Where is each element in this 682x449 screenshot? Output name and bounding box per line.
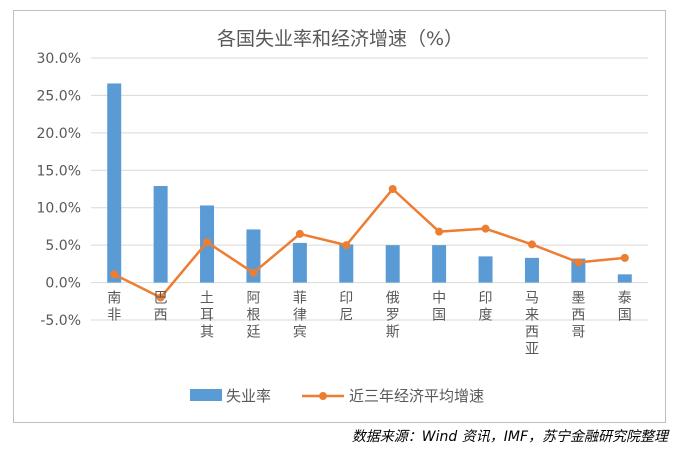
x-category-label: 泰国 bbox=[618, 291, 632, 324]
growth-point bbox=[574, 258, 583, 267]
growth-point bbox=[388, 185, 397, 193]
y-tick-label: -5.0% bbox=[40, 313, 81, 329]
x-category-label: 印尼 bbox=[339, 291, 353, 324]
x-category-label: 中国 bbox=[432, 291, 446, 324]
growth-point bbox=[481, 224, 490, 233]
x-category-label: 俄罗斯 bbox=[386, 291, 400, 341]
x-category-label: 印度 bbox=[479, 291, 493, 324]
bar-unemployment bbox=[571, 258, 586, 283]
y-tick-label: 25.0% bbox=[37, 88, 81, 104]
bar-unemployment bbox=[524, 257, 539, 283]
chart-canvas: 各国失业率和经济增速（%） 30.0% 25.0% 20.0% 15.0% 10.0% 5… bbox=[37, 28, 648, 405]
y-tick-label: 10.0% bbox=[37, 201, 81, 217]
bar-unemployment bbox=[292, 242, 307, 283]
source-note: 数据来源：Wind 资讯，IMF，苏宁金融研究院整理 bbox=[351, 429, 668, 445]
x-category-label: 菲律宾 bbox=[293, 291, 307, 341]
growth-line bbox=[113, 187, 625, 299]
y-tick-label: 5.0% bbox=[45, 238, 81, 254]
x-category-label: 南非 bbox=[107, 291, 121, 324]
bar-unemployment bbox=[432, 245, 447, 283]
growth-point bbox=[156, 293, 165, 302]
y-tick-label: 30.0% bbox=[37, 51, 81, 67]
growth-point bbox=[620, 253, 629, 262]
legend-label-unemployment: 失业率 bbox=[226, 387, 271, 405]
legend-line-marker bbox=[319, 392, 327, 400]
chart-frame: 各国失业率和经济增速（%） 30.0% 25.0% 20.0% 15.0% 10.0% 5… bbox=[13, 10, 666, 423]
y-tick-label: 0.0% bbox=[45, 276, 81, 292]
legend: 失业率 近三年经济平均增速 bbox=[190, 387, 484, 405]
x-category-label: 土耳其 bbox=[200, 291, 214, 341]
y-tick-label: 15.0% bbox=[37, 163, 81, 179]
bar-unemployment bbox=[478, 256, 493, 283]
growth-point bbox=[249, 268, 258, 277]
chart-title: 各国失业率和经济增速（%） bbox=[217, 28, 463, 50]
bar-unemployment bbox=[339, 244, 354, 283]
growth-point bbox=[203, 238, 212, 247]
legend-label-growth: 近三年经济平均增速 bbox=[349, 387, 484, 405]
x-category-label: 阿根廷 bbox=[246, 291, 260, 341]
x-category-label: 马来西亚 bbox=[525, 291, 539, 358]
y-tick-label: 20.0% bbox=[37, 126, 81, 142]
growth-point bbox=[435, 227, 444, 236]
legend-bar-swatch bbox=[190, 389, 222, 401]
x-category-label: 巴西 bbox=[154, 291, 168, 324]
bar-unemployment bbox=[153, 186, 168, 283]
growth-point bbox=[527, 240, 536, 249]
growth-point bbox=[110, 270, 119, 279]
growth-point bbox=[295, 229, 304, 238]
growth-point bbox=[342, 241, 351, 250]
bar-unemployment bbox=[617, 274, 632, 283]
x-category-label: 墨西哥 bbox=[571, 291, 585, 341]
bar-unemployment bbox=[107, 83, 122, 283]
bar-unemployment bbox=[385, 245, 400, 283]
